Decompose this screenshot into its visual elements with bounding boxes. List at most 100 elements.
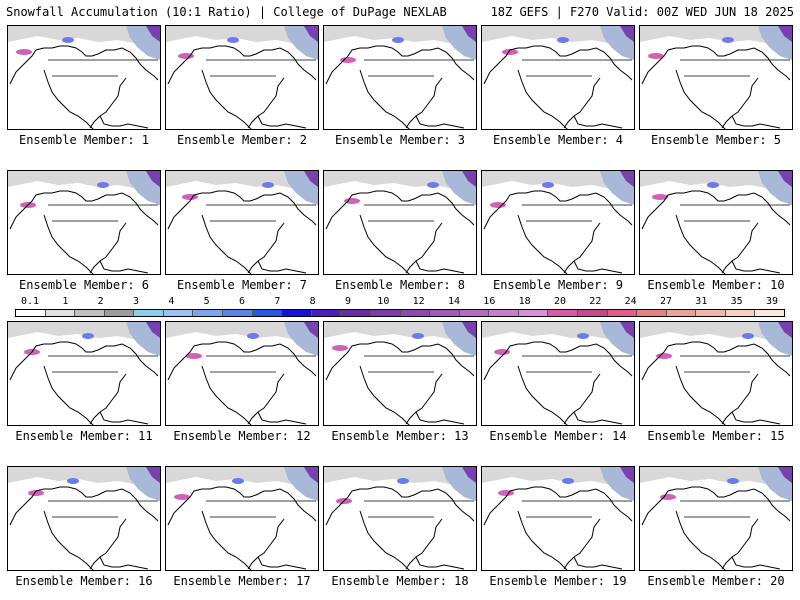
coastline [731,556,781,570]
ensemble-map-panel-15 [639,321,793,426]
coastline [675,510,726,570]
coastline [247,222,285,274]
snowfall-map [166,171,318,274]
colorbar-tick-label: 1 [62,296,69,307]
coastline [483,190,633,230]
alaska-snow-shading [16,49,32,55]
snowfall-map [482,322,634,425]
ensemble-map-panel-16 [7,466,161,571]
ensemble-map-panel-20 [639,466,793,571]
coastline [99,115,149,129]
coastline [247,77,285,129]
ensemble-map-panel-17 [165,466,319,571]
coastline [483,45,633,85]
coastline [483,341,633,381]
snowfall-map [324,26,476,129]
colorbar-segment [193,310,224,316]
light-snow-shading [640,171,792,191]
snowfall-map [640,171,792,274]
alaska-snow-shading [660,494,676,500]
alaska-snow-shading [652,194,668,200]
coastline [517,214,568,274]
coastline [721,77,759,129]
coastline [573,556,623,570]
coastline [257,556,307,570]
snowfall-map [640,322,792,425]
snowfall-map [482,171,634,274]
coastline [563,222,601,274]
colorbar-tick-label: 10 [377,296,390,307]
alaska-snow-shading [332,345,348,351]
coastline [167,190,317,230]
colorbar-segment [341,310,371,316]
heavy-snow-shading [778,322,792,338]
alaska-snow-shading [178,53,194,59]
heavy-snow-shading [462,171,476,187]
colorbar-segment [637,310,667,316]
ensemble-member-label: Ensemble Member: 3 [334,133,466,147]
coastline [167,341,317,381]
ensemble-map-panel-9 [481,170,635,275]
snow-patch [262,182,274,188]
coastline [89,373,127,425]
coastline [721,222,759,274]
snow-patch [427,182,439,188]
coastline [89,222,127,274]
snow-patch [727,478,739,484]
snowfall-map [324,171,476,274]
coastline [247,373,285,425]
colorbar-segment [725,310,756,316]
colorbar-segment [489,310,519,316]
colorbar-tick-label: 24 [624,296,637,307]
colorbar-segment [459,310,490,316]
coastline [89,77,127,129]
coastline [675,214,726,274]
colorbar-tick-label: 8 [309,296,316,307]
heavy-snow-shading [620,171,634,187]
ensemble-map-panel-7 [165,170,319,275]
ensemble-map-panel-12 [165,321,319,426]
heavy-snow-shading [778,171,792,187]
alaska-snow-shading [174,494,190,500]
coastline [641,190,791,230]
heavy-snow-shading [620,322,634,338]
ensemble-member-label: Ensemble Member: 4 [492,133,624,147]
colorbar-segment [696,310,726,316]
coastline [257,260,307,274]
colorbar-segment [104,310,135,316]
alaska-snow-shading [494,349,510,355]
ensemble-member-label: Ensemble Member: 19 [489,574,627,588]
colorbar-tick-label: 27 [659,296,673,307]
coastline [563,77,601,129]
alaska-snow-shading [344,198,360,204]
ensemble-map-panel-2 [165,25,319,130]
colorbar-segment [45,310,76,316]
light-snow-shading [166,26,318,46]
heavy-snow-shading [620,26,634,42]
coastline [721,518,759,570]
heavy-snow-shading [304,467,318,483]
snow-patch [707,182,719,188]
coastline [641,45,791,85]
coastline [675,365,726,425]
coastline [201,214,252,274]
coastline [517,510,568,570]
coastline [201,510,252,570]
light-snow-shading [8,171,160,191]
snow-patch [562,478,574,484]
coastline [483,486,633,526]
snow-patch [232,478,244,484]
ensemble-member-label: Ensemble Member: 6 [18,278,150,292]
coastline [641,486,791,526]
colorbar-tick-label: 35 [730,296,743,307]
colorbar-tick-label: 5 [203,296,210,307]
colorbar-tick-label: 22 [589,296,602,307]
colorbar-segment [666,310,697,316]
ensemble-map-panel-10 [639,170,793,275]
heavy-snow-shading [146,171,160,187]
ensemble-member-label: Ensemble Member: 12 [173,429,311,443]
ensemble-member-label: Ensemble Member: 16 [15,574,153,588]
heavy-snow-shading [462,322,476,338]
ensemble-member-label: Ensemble Member: 20 [647,574,785,588]
light-snow-shading [482,171,634,191]
